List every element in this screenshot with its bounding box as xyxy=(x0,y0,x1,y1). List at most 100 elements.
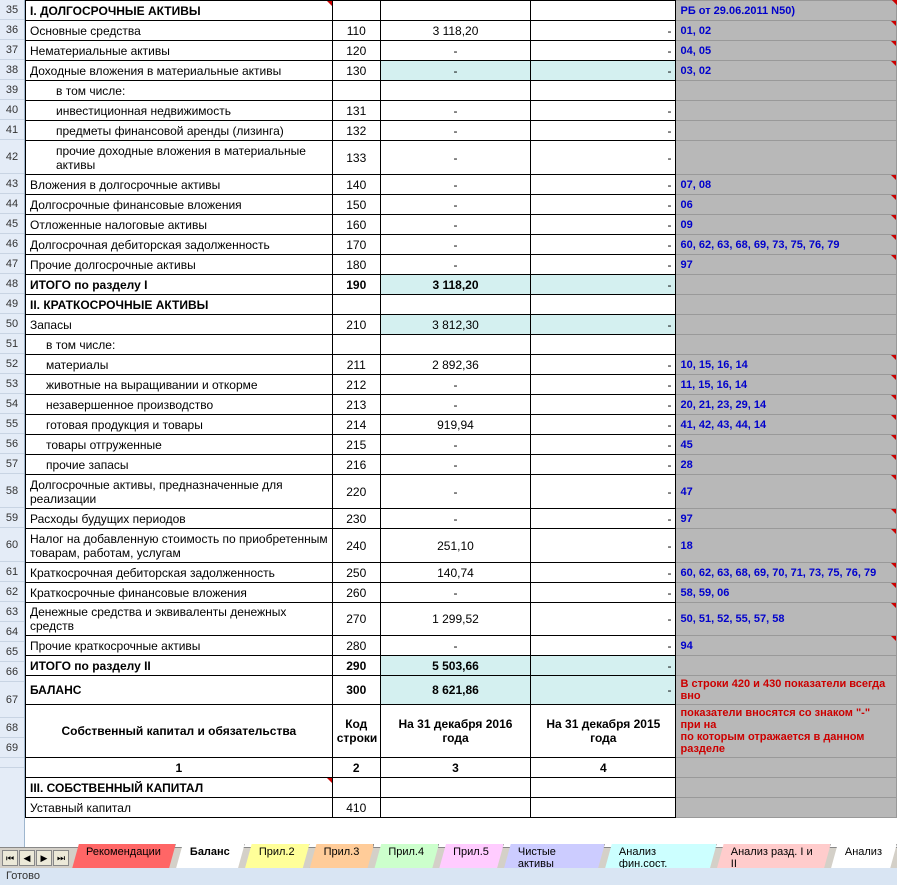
cell-value-current[interactable]: 3 118,20 xyxy=(380,275,530,295)
cell-value-prev[interactable]: - xyxy=(531,355,676,375)
cell-notes[interactable]: показатели вносятся со знаком "-" при на… xyxy=(676,705,897,758)
cell-code[interactable]: 150 xyxy=(332,195,380,215)
row-header[interactable]: 40 xyxy=(0,100,24,120)
cell-label[interactable]: I. ДОЛГОСРОЧНЫЕ АКТИВЫ xyxy=(26,1,333,21)
cell-value-prev[interactable] xyxy=(531,335,676,355)
cell-code[interactable]: 280 xyxy=(332,636,380,656)
cell-code[interactable]: 160 xyxy=(332,215,380,235)
cell-value-prev[interactable] xyxy=(531,81,676,101)
cell-value-prev[interactable]: - xyxy=(531,41,676,61)
cell-label[interactable]: БАЛАНС xyxy=(26,676,333,705)
row-header[interactable]: 51 xyxy=(0,334,24,354)
cell-notes[interactable] xyxy=(676,656,897,676)
row-header[interactable]: 57 xyxy=(0,454,24,474)
cell-label[interactable]: ИТОГО по разделу II xyxy=(26,656,333,676)
row-headers[interactable]: 3536373839404142434445464748495051525354… xyxy=(0,0,25,847)
cell-value-prev[interactable]: - xyxy=(531,255,676,275)
cell-notes[interactable] xyxy=(676,758,897,778)
cell-code[interactable]: 250 xyxy=(332,563,380,583)
cell-value-current[interactable]: 3 xyxy=(380,758,530,778)
row-header[interactable]: 52 xyxy=(0,354,24,374)
cell-value-current[interactable]: - xyxy=(380,215,530,235)
row-header[interactable]: 39 xyxy=(0,80,24,100)
cell-value-prev[interactable]: - xyxy=(531,563,676,583)
cell-code[interactable]: 180 xyxy=(332,255,380,275)
cell-notes[interactable]: 45 xyxy=(676,435,897,455)
cell-label[interactable]: инвестиционная недвижимость xyxy=(26,101,333,121)
row-header[interactable]: 35 xyxy=(0,0,24,20)
row-header[interactable]: 61 xyxy=(0,562,24,582)
cell-notes[interactable]: 60, 62, 63, 68, 69, 70, 71, 73, 75, 76, … xyxy=(676,563,897,583)
cell-value-current[interactable]: 140,74 xyxy=(380,563,530,583)
cell-value-prev[interactable]: - xyxy=(531,215,676,235)
cell-code[interactable]: 140 xyxy=(332,175,380,195)
row-header[interactable]: 55 xyxy=(0,414,24,434)
cell-value-current[interactable]: - xyxy=(380,175,530,195)
cell-value-current[interactable]: - xyxy=(380,41,530,61)
cell-value-prev[interactable]: - xyxy=(531,475,676,509)
row-header[interactable]: 47 xyxy=(0,254,24,274)
cell-value-prev[interactable]: - xyxy=(531,415,676,435)
cell-notes[interactable] xyxy=(676,81,897,101)
cell-value-prev[interactable]: - xyxy=(531,583,676,603)
cell-label[interactable]: Долгосрочная дебиторская задолженность xyxy=(26,235,333,255)
cell-label[interactable]: готовая продукция и товары xyxy=(26,415,333,435)
cell-code[interactable] xyxy=(332,1,380,21)
cell-value-current[interactable]: - xyxy=(380,121,530,141)
cell-value-current[interactable]: 3 118,20 xyxy=(380,21,530,41)
cell-value-prev[interactable]: - xyxy=(531,21,676,41)
cell-value-prev[interactable]: 4 xyxy=(531,758,676,778)
row-header[interactable]: 69 xyxy=(0,738,24,758)
cell-value-prev[interactable]: - xyxy=(531,603,676,636)
cell-value-current[interactable]: - xyxy=(380,636,530,656)
cell-value-current[interactable] xyxy=(380,778,530,798)
cell-value-current[interactable] xyxy=(380,1,530,21)
row-header[interactable]: 45 xyxy=(0,214,24,234)
cell-value-prev[interactable] xyxy=(531,295,676,315)
cell-code[interactable]: 110 xyxy=(332,21,380,41)
nav-next-icon[interactable]: ▶ xyxy=(36,850,52,866)
cell-label[interactable]: Нематериальные активы xyxy=(26,41,333,61)
row-header[interactable]: 48 xyxy=(0,274,24,294)
cell-label[interactable]: Краткосрочная дебиторская задолженность xyxy=(26,563,333,583)
cell-code[interactable]: 270 xyxy=(332,603,380,636)
cell-notes[interactable] xyxy=(676,275,897,295)
cell-value-prev[interactable]: - xyxy=(531,101,676,121)
cell-value-current[interactable]: - xyxy=(380,395,530,415)
cell-notes[interactable]: 41, 42, 43, 44, 14 xyxy=(676,415,897,435)
cell-notes[interactable]: 01, 02 xyxy=(676,21,897,41)
cell-value-prev[interactable]: - xyxy=(531,61,676,81)
cell-code[interactable]: 240 xyxy=(332,529,380,563)
row-header[interactable]: 58 xyxy=(0,474,24,508)
cell-value-current[interactable]: 1 299,52 xyxy=(380,603,530,636)
cell-notes[interactable]: 60, 62, 63, 68, 69, 73, 75, 76, 79 xyxy=(676,235,897,255)
cell-value-current[interactable]: - xyxy=(380,255,530,275)
cell-notes[interactable]: 97 xyxy=(676,509,897,529)
cell-code[interactable]: 213 xyxy=(332,395,380,415)
cell-code[interactable]: 132 xyxy=(332,121,380,141)
cell-value-current[interactable]: На 31 декабря 2016 года xyxy=(380,705,530,758)
cell-label[interactable]: в том числе: xyxy=(26,335,333,355)
row-header[interactable]: 49 xyxy=(0,294,24,314)
cell-value-prev[interactable]: - xyxy=(531,529,676,563)
cell-notes[interactable]: 03, 02 xyxy=(676,61,897,81)
cell-notes[interactable] xyxy=(676,101,897,121)
nav-first-icon[interactable]: ⏮ xyxy=(2,850,18,866)
cell-value-prev[interactable]: - xyxy=(531,175,676,195)
cell-code[interactable]: 290 xyxy=(332,656,380,676)
cell-value-current[interactable] xyxy=(380,335,530,355)
cell-notes[interactable]: 10, 15, 16, 14 xyxy=(676,355,897,375)
cell-code[interactable] xyxy=(332,335,380,355)
cell-value-current[interactable] xyxy=(380,295,530,315)
cell-notes[interactable]: 20, 21, 23, 29, 14 xyxy=(676,395,897,415)
cell-value-current[interactable] xyxy=(380,81,530,101)
cell-label[interactable]: Долгосрочные финансовые вложения xyxy=(26,195,333,215)
cell-value-current[interactable]: - xyxy=(380,141,530,175)
row-header[interactable]: 59 xyxy=(0,508,24,528)
row-header[interactable]: 66 xyxy=(0,662,24,682)
cell-label[interactable]: Прочие краткосрочные активы xyxy=(26,636,333,656)
cell-notes[interactable]: 97 xyxy=(676,255,897,275)
cell-notes[interactable]: 04, 05 xyxy=(676,41,897,61)
row-header[interactable]: 56 xyxy=(0,434,24,454)
cell-code[interactable]: 130 xyxy=(332,61,380,81)
